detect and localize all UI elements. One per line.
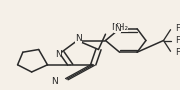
Text: F: F xyxy=(175,48,180,57)
Text: N: N xyxy=(75,34,82,43)
Text: NH₂: NH₂ xyxy=(111,23,128,32)
Text: N: N xyxy=(51,77,58,86)
Text: N: N xyxy=(55,50,61,59)
Text: F: F xyxy=(175,36,180,45)
Text: N: N xyxy=(114,24,121,33)
Text: F: F xyxy=(175,24,180,33)
